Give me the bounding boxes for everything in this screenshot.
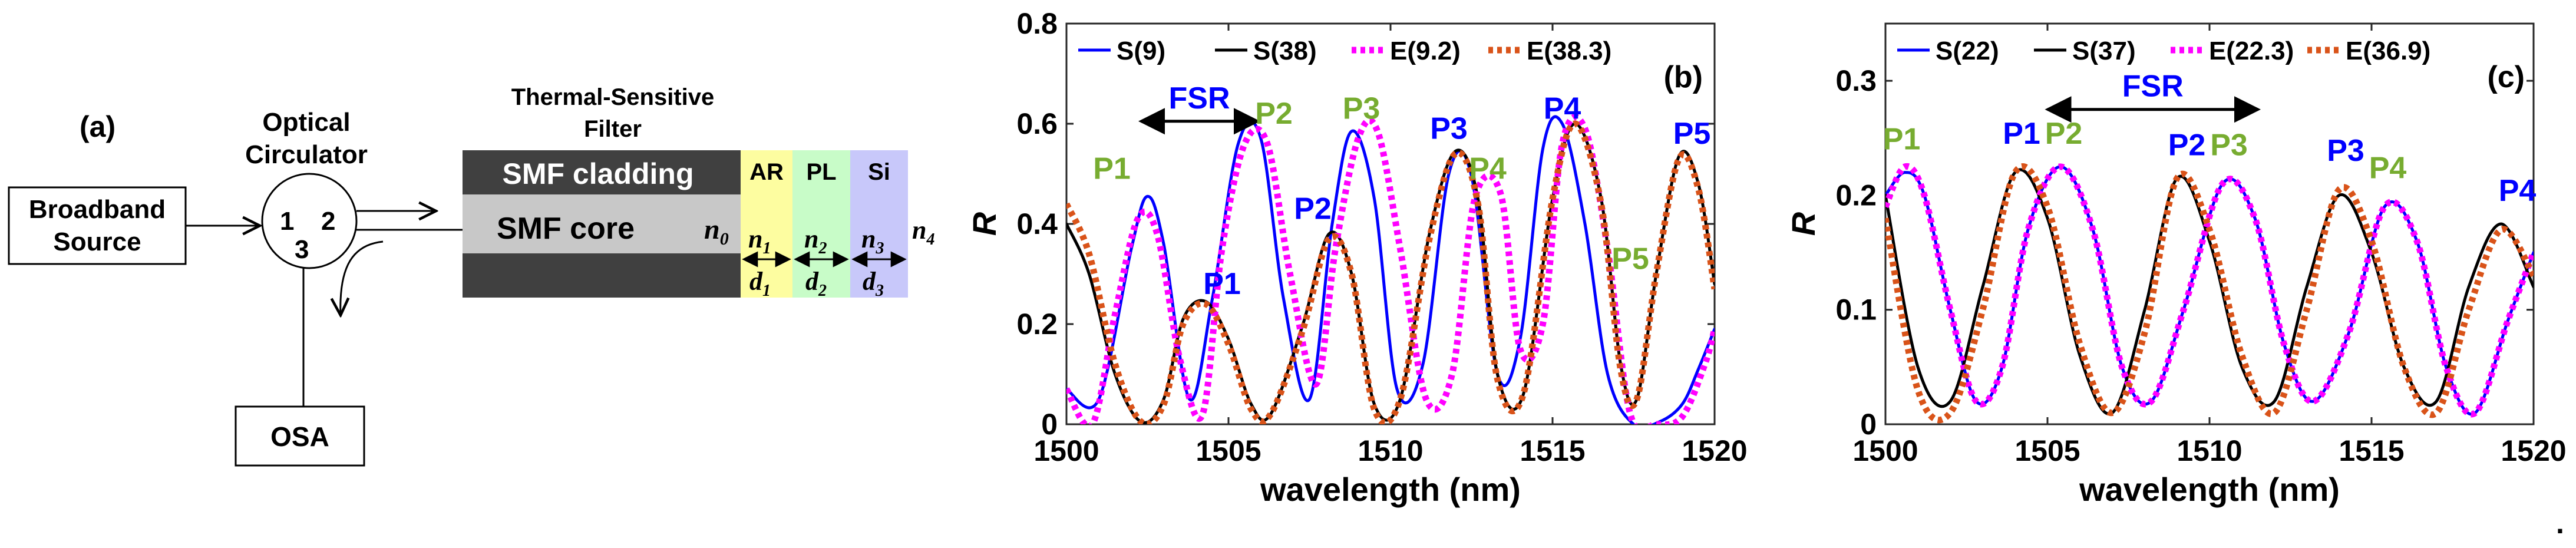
chart-b-peak-label: P2 <box>1255 97 1293 131</box>
chart-b: 1500 1505 1510 1515 1520 0 0.2 0.4 0.6 0.8 wavelen… <box>966 7 1748 508</box>
chart-b-peak-label: P4 <box>1544 92 1581 126</box>
d3-label: d3 <box>863 267 884 300</box>
return-arrow <box>341 240 384 315</box>
chart-b-xlabel: wavelength (nm) <box>1260 471 1521 508</box>
chart-b-fsr-label: FSR <box>1169 81 1230 115</box>
chart-c-peak-label: P4 <box>2499 174 2537 208</box>
chart-b-legend-label: E(9.2) <box>1390 37 1461 65</box>
chart-b-xtick-label: 1520 <box>1682 434 1747 467</box>
chart-c-peak-label: P2 <box>2045 117 2083 151</box>
smf-cladding-bottom <box>463 253 741 298</box>
chart-b-xtick-label: 1515 <box>1520 434 1585 467</box>
chart-c-series-e-36-9- <box>1885 163 2534 424</box>
chart-c-peak-label: P1 <box>2003 117 2040 151</box>
chart-b-peak-label: P5 <box>1673 117 1711 151</box>
d1-label: d1 <box>749 267 771 300</box>
circulator-title-2: Circulator <box>245 140 368 169</box>
port-3-label: 3 <box>295 235 309 264</box>
chart-c: 1500 1505 1510 1515 1520 0 0.1 0.2 0.3 wavelength… <box>1785 22 2567 508</box>
broadband-source-label-2: Source <box>53 227 141 256</box>
chart-b-ytick-label: 0.8 <box>1016 7 1058 40</box>
core-label: SMF core <box>497 212 635 246</box>
chart-c-peak-label: P4 <box>2369 151 2407 185</box>
chart-b-peak-label: P5 <box>1611 242 1649 276</box>
layer-si <box>850 150 908 298</box>
chart-b-ytick-label: 0.2 <box>1016 308 1058 341</box>
chart-b-peak-label: P3 <box>1343 92 1381 126</box>
circulator-title-1: Optical <box>262 108 350 137</box>
chart-c-ylabel: R <box>1785 212 1822 236</box>
chart-b-xtick-label: 1510 <box>1358 434 1423 467</box>
chart-b-peak-label: P1 <box>1203 267 1241 301</box>
chart-c-panel-label: (c) <box>2487 60 2525 94</box>
chart-b-xtick-label: 1505 <box>1195 434 1261 467</box>
chart-c-legend-label: S(37) <box>2072 37 2136 65</box>
chart-c-xtick-label: 1515 <box>2339 434 2404 467</box>
layer-ar <box>741 150 792 298</box>
broadband-source-label-1: Broadband <box>29 195 166 224</box>
chart-b-peak-label: P1 <box>1093 152 1131 186</box>
circulator-circle <box>261 173 358 269</box>
chart-c-ytick-label: 0 <box>1860 408 1877 441</box>
chart-b-legend-label: S(38) <box>1253 37 1317 65</box>
chart-c-legend-label: E(22.3) <box>2209 37 2294 65</box>
cladding-label: SMF cladding <box>503 157 694 190</box>
chart-c-peak-label: P1 <box>1883 123 1921 157</box>
n0-label: n0 <box>704 214 729 249</box>
trailing-dot: . <box>2556 507 2564 540</box>
filter-title-2: Filter <box>584 116 642 142</box>
chart-b-ytick-label: 0.4 <box>1016 207 1058 240</box>
chart-c-peak-label: P2 <box>2168 128 2206 162</box>
chart-b-peak-label: P3 <box>1430 112 1468 146</box>
chart-c-xtick-label: 1505 <box>2014 434 2080 467</box>
chart-c-ytick-label: 0.2 <box>1835 179 1877 212</box>
layer-ar-label: AR <box>749 159 784 185</box>
layer-pl <box>792 150 850 298</box>
smf-cladding-top <box>463 150 741 194</box>
chart-c-xlabel: wavelength (nm) <box>2079 471 2340 508</box>
chart-b-peak-label: P4 <box>1469 152 1507 186</box>
chart-c-ytick-label: 0.3 <box>1835 64 1877 97</box>
chart-c-fsr-label: FSR <box>2122 70 2184 104</box>
chart-b-legend-label: E(38.3) <box>1527 37 1611 65</box>
chart-b-ytick-label: 0 <box>1041 408 1058 441</box>
chart-c-series-e-22-3- <box>1885 163 2534 418</box>
chart-b-ylabel: R <box>966 212 1003 236</box>
port-1-label: 1 <box>280 207 294 236</box>
n4-label: n4 <box>912 216 934 249</box>
chart-c-peak-label: P3 <box>2327 134 2364 168</box>
chart-c-xtick-label: 1520 <box>2501 434 2566 467</box>
filter-title-1: Thermal-Sensitive <box>511 84 715 110</box>
d2-label: d2 <box>805 267 827 300</box>
chart-c-peak-label: P3 <box>2210 128 2248 162</box>
chart-c-xtick-label: 1500 <box>1852 434 1918 467</box>
chart-b-xtick-label: 1500 <box>1033 434 1099 467</box>
layer-pl-label: PL <box>806 159 836 185</box>
chart-c-legend-label: E(36.9) <box>2346 37 2430 65</box>
port-2-label: 2 <box>321 207 335 236</box>
osa-box <box>235 405 365 467</box>
chart-b-panel-label: (b) <box>1664 60 1703 94</box>
chart-c-legend-label: S(22) <box>1936 37 1999 65</box>
panel-a-schematic: (a) Broadband Source Optical Circulator … <box>8 84 934 467</box>
broadband-source-box <box>8 186 187 265</box>
chart-c-xtick-label: 1510 <box>2177 434 2242 467</box>
layer-si-label: Si <box>868 159 890 185</box>
chart-b-legend-label: S(9) <box>1117 37 1165 65</box>
panel-a-label: (a) <box>80 110 115 143</box>
chart-b-series-e-38-3- <box>1066 120 1715 424</box>
chart-b-peak-label: P2 <box>1294 192 1332 226</box>
chart-b-ytick-label: 0.6 <box>1016 107 1058 140</box>
smf-core <box>463 194 741 253</box>
osa-label: OSA <box>270 421 329 452</box>
chart-c-ytick-label: 0.1 <box>1835 293 1877 326</box>
